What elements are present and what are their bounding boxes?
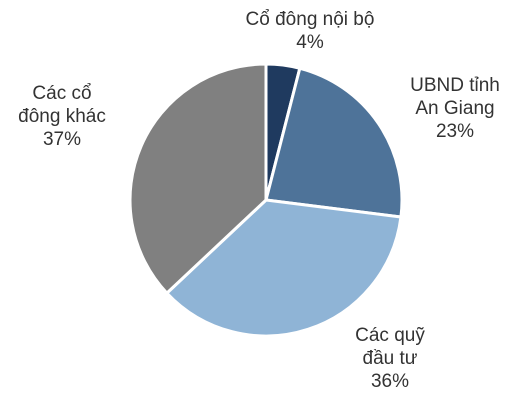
category-label: UBND tỉnh An Giang xyxy=(410,75,500,119)
category-label: Các quỹ đầu tư xyxy=(355,325,425,369)
value-label: 36% xyxy=(370,371,410,392)
pie-slice xyxy=(164,198,403,338)
category-label: Cổ đông nội bộ xyxy=(245,9,375,30)
pie-slice xyxy=(264,66,404,219)
value-label: 23% xyxy=(435,121,475,142)
slice-label: UBND tỉnh An Giang 23% xyxy=(400,74,510,143)
pie-slice xyxy=(128,62,268,296)
category-label: Các cổ đông khác xyxy=(18,83,106,127)
slice-label: Các quỹ đầu tư 36% xyxy=(345,324,435,393)
value-label: 4% xyxy=(296,32,324,53)
slice-label: Các cổ đông khác 37% xyxy=(12,82,112,151)
slice-label: Cổ đông nội bộ 4% xyxy=(210,8,410,54)
value-label: 37% xyxy=(42,129,82,150)
